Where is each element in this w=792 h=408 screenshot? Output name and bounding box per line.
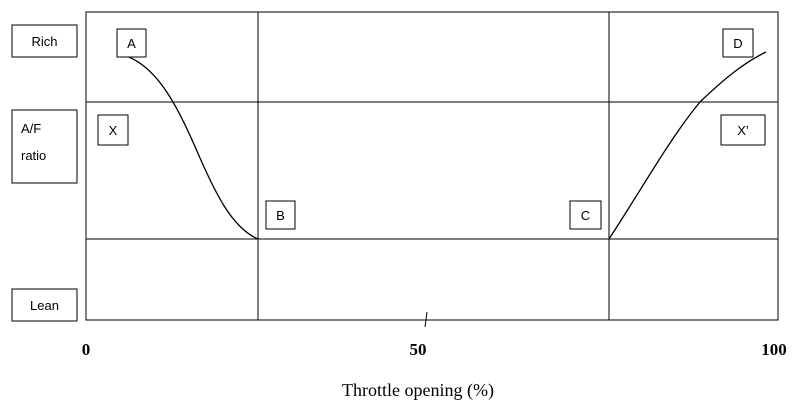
point-x-prime-box: [720, 114, 766, 146]
point-x-box: [97, 114, 129, 146]
point-a-box: [116, 28, 147, 58]
point-d-box: [722, 28, 754, 58]
x-tick-100: 100: [761, 340, 787, 359]
rich-box: [11, 24, 78, 58]
curve-a-to-b: [125, 55, 259, 240]
point-c-label: C: [581, 208, 590, 223]
x-tick-0: 0: [82, 340, 91, 359]
af-label-line1: A/F: [21, 121, 41, 136]
point-x-label: X: [109, 123, 118, 138]
point-c-box: [569, 200, 602, 230]
x-tick-50: 50: [410, 340, 427, 359]
lean-box: [11, 288, 78, 322]
af-ratio-box: [11, 109, 78, 184]
x-axis-title: Throttle opening (%): [342, 380, 494, 401]
af-label-line2: ratio: [21, 148, 46, 163]
plot-frame: [85, 11, 779, 321]
lean-label: Lean: [30, 298, 59, 313]
point-x-prime-label: X’: [737, 123, 749, 138]
curve-c-to-d: [608, 51, 767, 240]
point-b-label: B: [276, 208, 285, 223]
rich-label: Rich: [31, 34, 57, 49]
point-b-box: [265, 200, 296, 230]
point-d-label: D: [733, 36, 742, 51]
x-midpoint-tick: [424, 311, 428, 328]
point-a-label: A: [127, 36, 136, 51]
